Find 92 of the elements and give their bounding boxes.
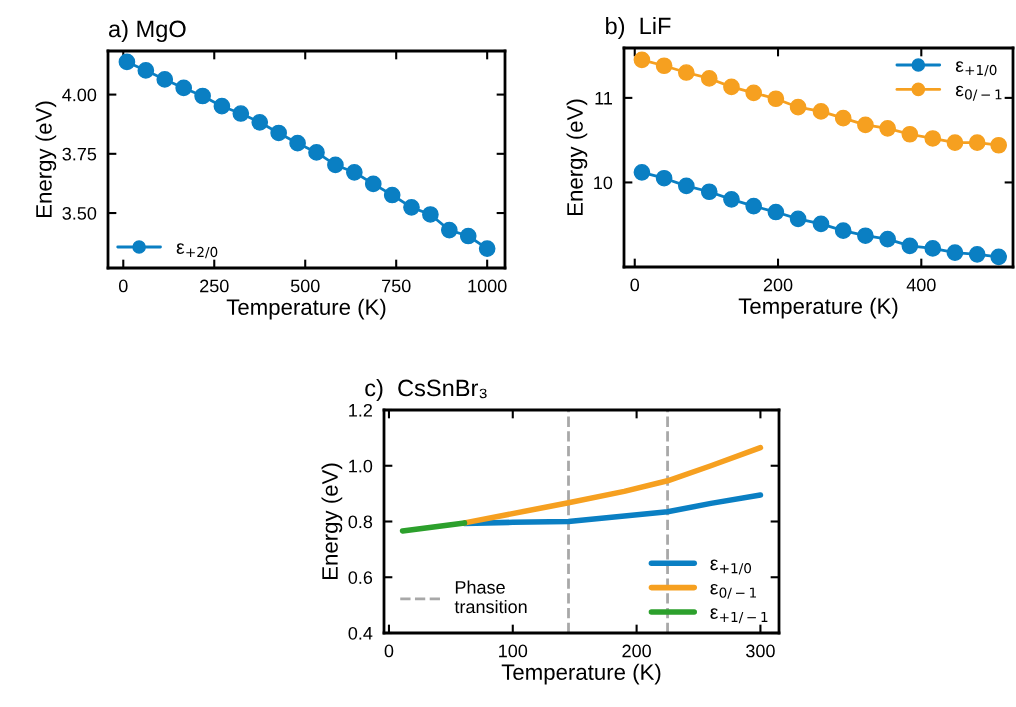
point [990,248,1008,266]
point [700,183,718,201]
point [968,245,986,263]
point [364,175,382,193]
ref-line-label: Phase transition [454,580,527,614]
point [879,119,896,137]
point [745,197,763,215]
point [901,125,919,143]
x-tick-label: 200 [622,644,651,658]
legend-label: ε$_{0/−1}$ [955,85,1002,101]
point [633,51,651,69]
chart-title: c) CsSnBr₃ [365,379,487,401]
x-axis-title: Temperature (K) [738,297,898,319]
point [459,227,477,245]
point [924,130,942,147]
x-axis-title: Temperature (K) [226,298,386,320]
point [383,186,401,204]
point [346,163,363,181]
y-axis-title: Energy (eV) [35,101,57,217]
point [723,191,740,208]
y-tick-label: 0.4 [348,626,373,640]
point [834,109,852,127]
point [327,156,344,174]
point [924,240,942,257]
point [857,116,874,134]
x-tick-label: 0 [118,279,128,293]
point [655,57,673,75]
point [901,237,919,255]
point [422,206,439,223]
x-tick-label: 750 [382,279,411,293]
x-tick-label: 0 [384,644,394,658]
y-tick-label: 0.6 [348,571,373,584]
x-tick-label: 200 [763,278,793,292]
point [633,163,651,181]
legend-label: ε$_{+1/0}$ [955,61,997,77]
y-tick-label: 1.0 [349,459,373,473]
x-tick-label: 100 [499,644,528,658]
y-axis-title: Energy (eV) [321,463,343,579]
x-tick-label: 0 [630,278,640,292]
point [723,78,740,96]
x-tick-label: 300 [746,644,775,658]
point [946,134,964,152]
point [440,221,458,239]
point [232,105,250,122]
chart-title: b) LiF [606,17,671,39]
point [789,98,807,116]
x-tick-label: 400 [906,278,936,292]
point [175,79,193,97]
point [767,203,785,221]
y-tick-label: 4.00 [62,88,97,102]
x-axis-title: Temperature (K) [501,663,661,685]
point [879,230,896,248]
point [194,87,211,105]
point [308,144,325,161]
x-tick-label: 250 [200,279,229,293]
y-axis-title: Energy (eV) [566,99,588,215]
x-tick-label: 1000 [468,279,507,293]
point [251,113,269,131]
point [403,199,420,216]
legend-label: ε$_{+1/0}$ [710,559,752,575]
y-tick-label: 11 [595,92,613,105]
point [137,62,155,79]
point [745,84,763,102]
point [857,227,874,245]
x-tick-label: 500 [290,279,320,293]
point [834,222,852,239]
chart-title: a) MgO [109,20,186,43]
y-tick-label: 10 [594,176,613,190]
point [213,97,231,115]
point [946,244,964,261]
y-tick-label: 0.8 [348,515,373,529]
point [968,134,986,152]
point [990,136,1008,154]
y-tick-label: 1.2 [349,403,372,417]
point [655,169,673,187]
point [812,215,830,233]
legend-label: ε$_{+2/0}$ [176,243,218,259]
point [767,90,785,108]
y-tick-label: 3.75 [62,147,97,161]
point [700,70,718,87]
point [812,103,830,120]
point [478,240,496,257]
point [270,124,287,142]
point [677,64,695,81]
point [289,134,306,152]
point [789,210,807,228]
y-tick-label: 3.50 [62,206,97,220]
legend-label: ε$_{+1/−1}$ [710,608,768,624]
point [677,177,695,195]
legend-label: ε$_{0/−1}$ [710,583,756,599]
point [156,71,174,88]
point [118,53,136,71]
